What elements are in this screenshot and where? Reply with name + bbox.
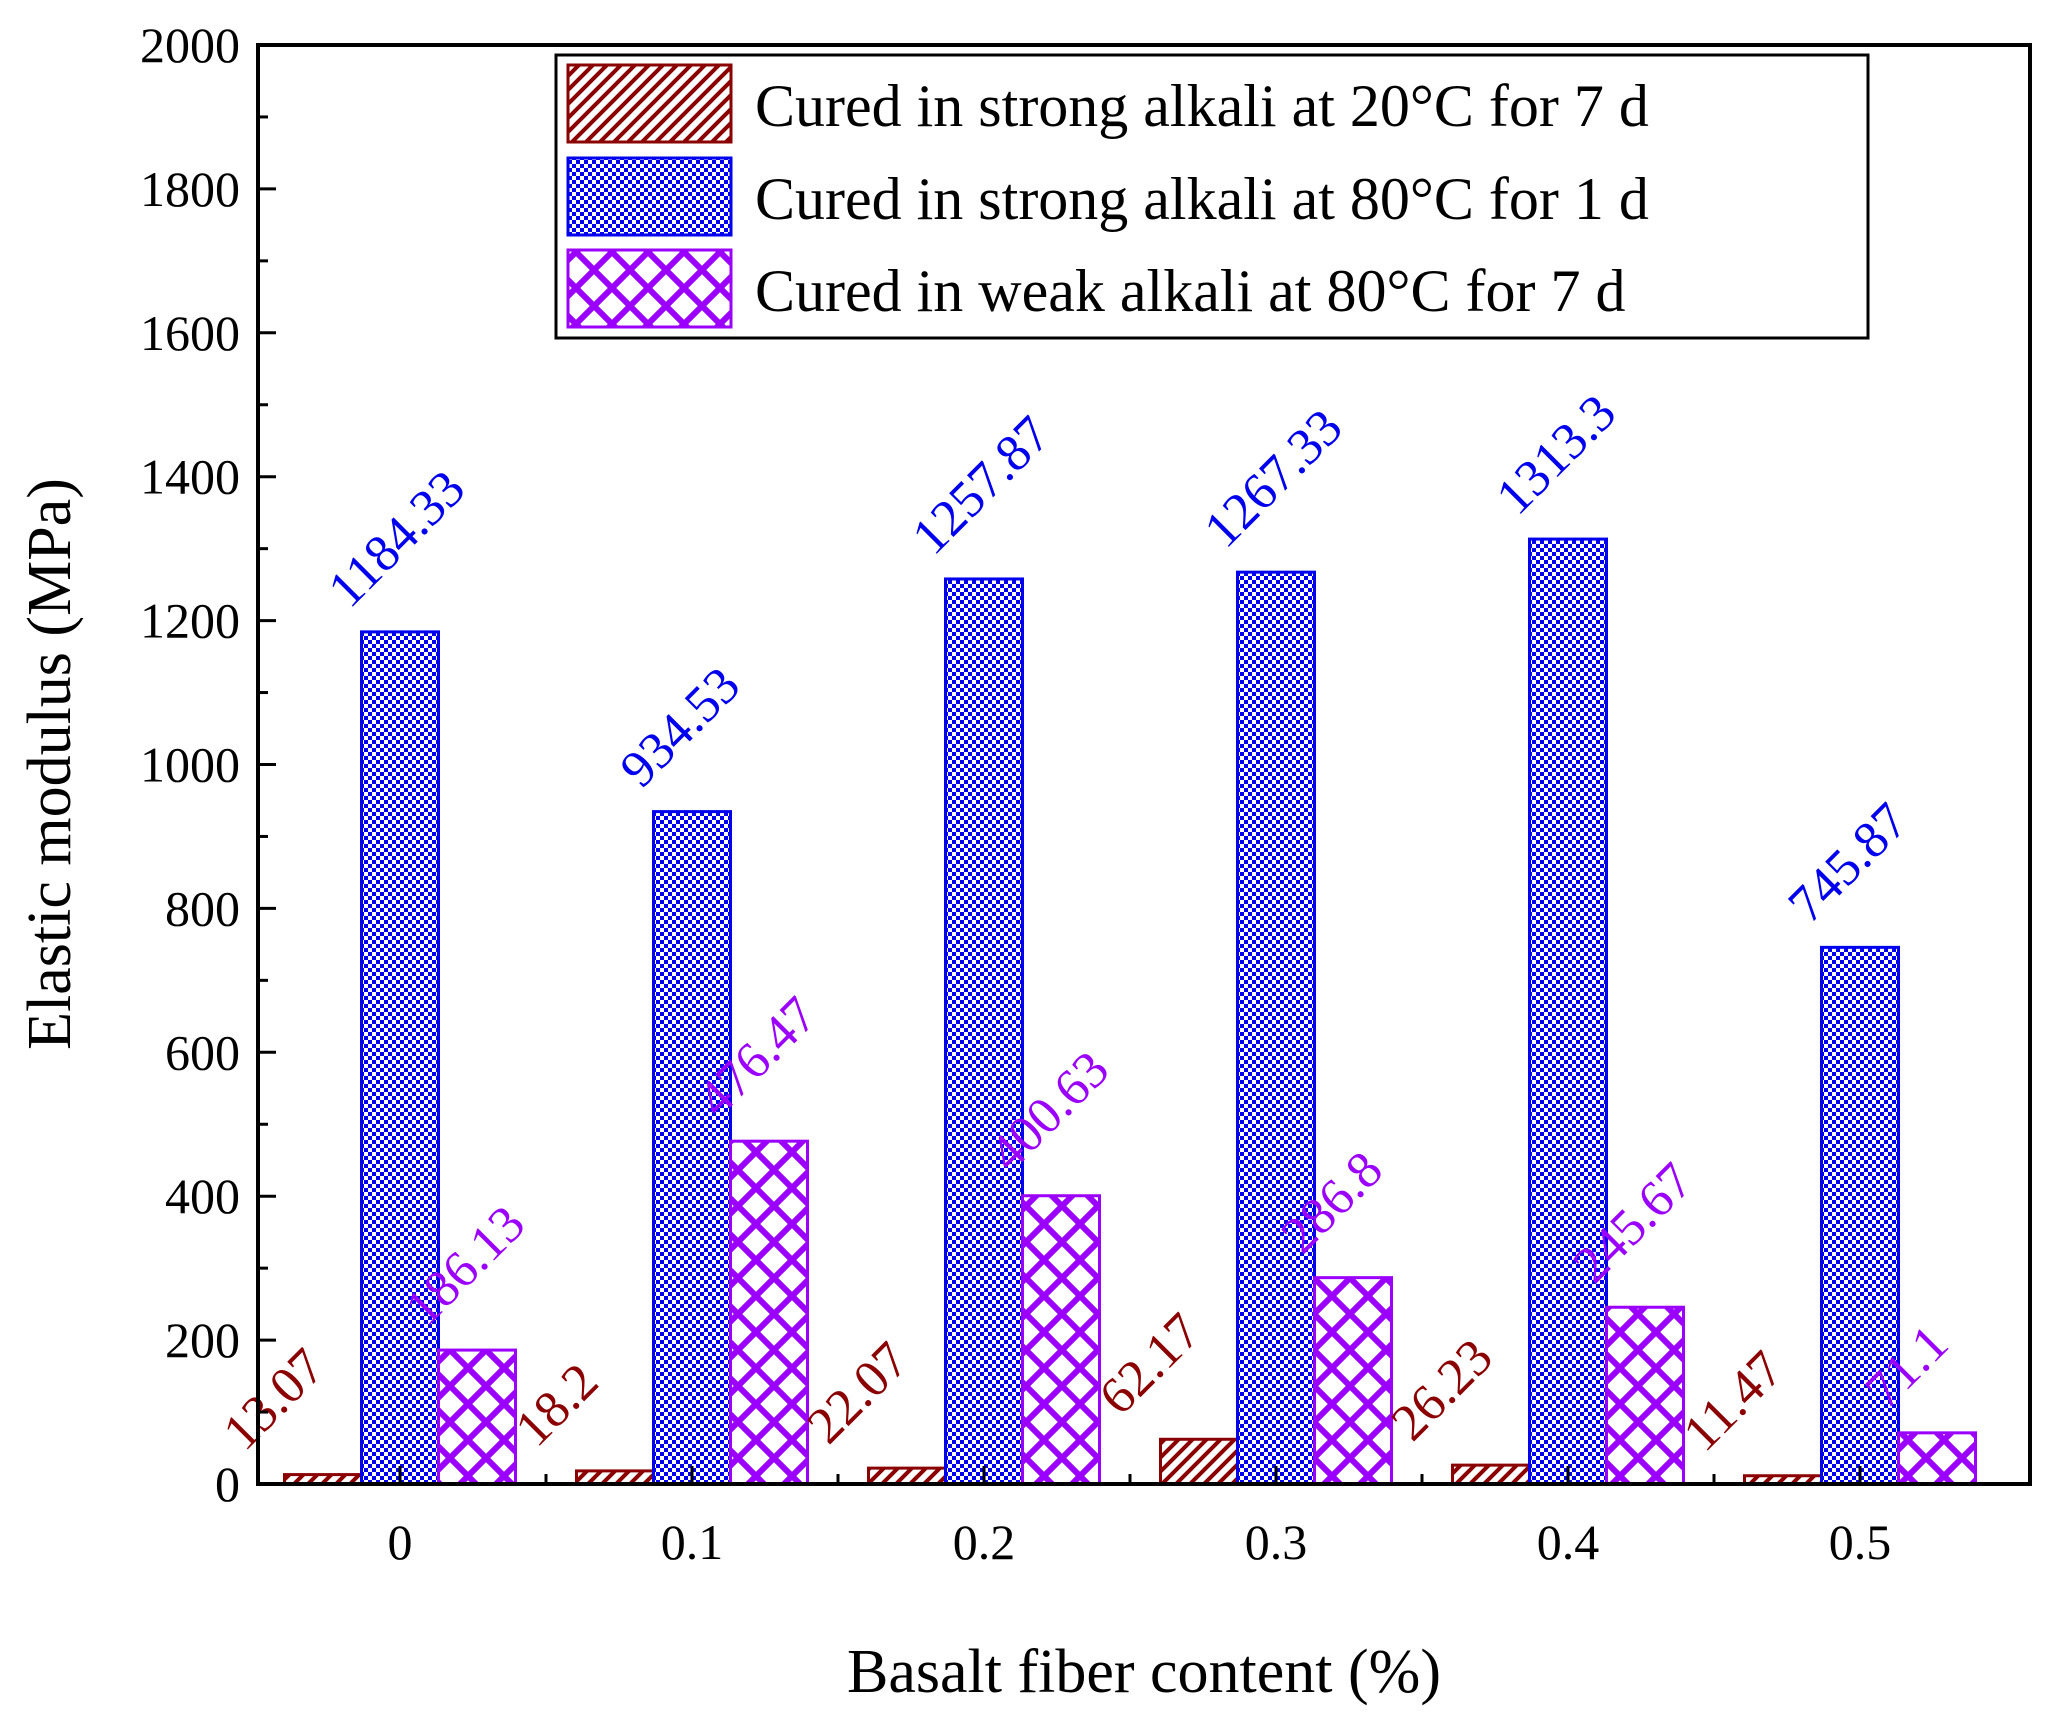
data-label-strong-20c-7d: 22.07: [797, 1332, 920, 1455]
legend-swatch-weak-80c-7d: [566, 248, 733, 329]
y-axis: 0 200 400 600 800 1000 1200 1400 1600 1800 2000: [140, 17, 276, 1512]
x-axis: 0 0.1 0.2 0.3 0.4 0.5: [388, 1466, 1892, 1570]
legend-box: [554, 53, 1870, 340]
legend-label-strong-20c-7d: Cured in strong alkali at 20°C for 7 d: [755, 73, 1649, 139]
data-label-strong-20c-7d: 11.47: [1673, 1341, 1795, 1463]
bar-weak-80c-7d: [729, 1139, 809, 1486]
legend-label-strong-80c-1d: Cured in strong alkali at 80°C for 1 d: [755, 166, 1649, 232]
x-tick-label: 0.5: [1829, 1514, 1892, 1570]
x-tick-label: 0.1: [661, 1514, 724, 1570]
bar-strong-80c-1d: [652, 810, 732, 1486]
bar-strong-80c-1d: [1236, 570, 1316, 1486]
y-tick-label: 600: [165, 1024, 240, 1080]
x-tick-label: 0.2: [953, 1514, 1016, 1570]
legend: Cured in strong alkali at 20°C for 7 d C…: [554, 53, 1870, 340]
y-tick-label: 400: [165, 1168, 240, 1224]
y-tick-label: 2000: [140, 17, 240, 73]
bar-strong-20c-7d: [867, 1466, 947, 1486]
data-label-strong-80c-1d: 934.53: [610, 657, 751, 798]
x-tick-label: 0: [388, 1514, 413, 1570]
data-label-strong-80c-1d: 1267.33: [1194, 399, 1354, 559]
y-tick-label: 800: [165, 880, 240, 936]
y-tick-label: 0: [215, 1456, 240, 1512]
data-label-strong-80c-1d: 1184.33: [318, 460, 476, 618]
legend-swatch-strong-20c-7d: [566, 63, 733, 144]
bar-weak-80c-7d: [1313, 1276, 1393, 1486]
x-tick-label: 0.3: [1245, 1514, 1308, 1570]
y-tick-label: 1400: [140, 449, 240, 505]
bar-weak-80c-7d: [1021, 1194, 1101, 1486]
bar-weak-80c-7d: [1605, 1305, 1685, 1486]
data-label-strong-80c-1d: 745.87: [1778, 792, 1919, 933]
y-axis-title: Elastic modulus (MPa): [16, 478, 84, 1050]
data-label-strong-80c-1d: 1257.87: [902, 406, 1062, 566]
data-label-strong-20c-7d: 18.2: [505, 1353, 610, 1458]
x-tick-label: 0.4: [1537, 1514, 1600, 1570]
data-label-strong-80c-1d: 1313.3: [1486, 384, 1627, 525]
bar-weak-80c-7d: [437, 1348, 517, 1486]
legend-swatch-strong-80c-1d: [566, 156, 733, 237]
legend-label-weak-80c-7d: Cured in weak alkali at 80°C for 7 d: [755, 258, 1625, 324]
y-tick-label: 200: [165, 1312, 240, 1368]
y-tick-label: 1600: [140, 305, 240, 361]
bar-strong-20c-7d: [1451, 1463, 1531, 1486]
bar-strong-80c-1d: [1820, 945, 1900, 1486]
y-tick-label: 1200: [140, 593, 240, 649]
bar-weak-80c-7d: [1897, 1431, 1977, 1486]
data-label-strong-20c-7d: 26.23: [1381, 1329, 1504, 1452]
bar-strong-80c-1d: [1528, 537, 1608, 1486]
y-tick-label: 1800: [140, 161, 240, 217]
data-label-strong-20c-7d: 62.17: [1089, 1303, 1212, 1426]
bar-strong-80c-1d: [360, 630, 440, 1486]
bar-strong-80c-1d: [944, 577, 1024, 1486]
bars: [283, 537, 1977, 1486]
bar-strong-20c-7d: [1159, 1437, 1239, 1486]
y-tick-label: 1000: [140, 737, 240, 793]
x-axis-title: Basalt fiber content (%): [847, 1638, 1441, 1706]
